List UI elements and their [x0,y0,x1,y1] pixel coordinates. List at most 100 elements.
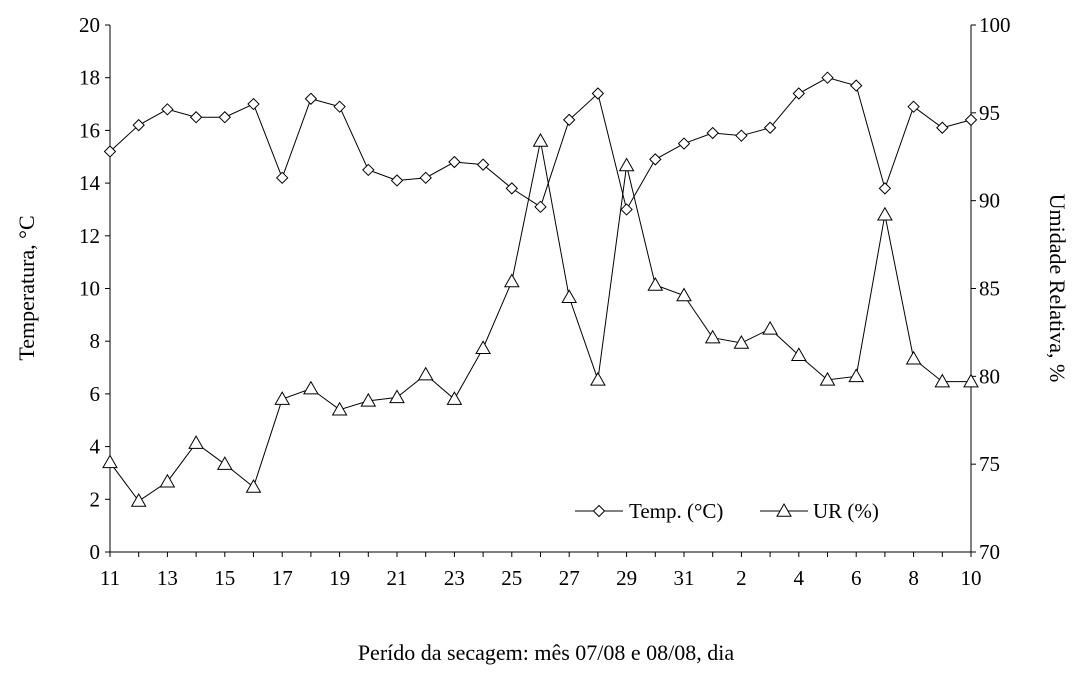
temp-point [792,87,806,100]
ur-point [159,473,176,488]
ur-point [188,435,204,449]
series-temperature [103,71,978,216]
ur-point [733,334,750,349]
legend-diamond-marker [592,504,606,518]
x-tick-label: 6 [851,566,862,590]
temp-point [161,103,174,116]
y-right-tick-label: 85 [979,277,1000,301]
temp-point [103,145,117,158]
ur-point [475,340,491,354]
temp-point [132,118,145,132]
y-left-tick-label: 18 [79,66,100,90]
x-tick-label: 21 [387,566,408,590]
temp-point [448,155,461,169]
y-left-tick-label: 16 [79,118,100,142]
ur-point [360,392,377,407]
y-left-tick-label: 10 [79,277,100,301]
ur-point [303,380,319,395]
temp-point [247,97,260,111]
x-tick-label: 27 [559,566,580,590]
temp-point [189,111,203,124]
ur-point [102,454,118,469]
legend-label: Temp. (°C) [629,499,723,523]
x-tick-label: 4 [794,566,805,590]
y-left-tick-label: 0 [90,540,101,564]
x-tick-label: 19 [329,566,350,590]
ur-point [676,287,692,302]
y-right-tick-label: 80 [979,364,1000,388]
ur-point [245,478,262,493]
y-right-tick-label: 100 [979,13,1011,37]
y-left-tick-label: 8 [90,329,101,353]
ur-point [331,401,348,416]
ur-point [819,371,836,386]
y-right-tick-label: 90 [979,189,1000,213]
y-left-tick-label: 4 [90,435,101,459]
temp-point [649,153,662,166]
temp-point [562,113,576,127]
y-axis-right-title: Umidade Relativa, % [1045,194,1070,383]
temp-point [591,87,605,100]
series-line [109,140,971,502]
ur-point [934,373,951,388]
temp-point [706,126,719,140]
temp-point [878,182,892,195]
x-tick-label: 11 [100,566,120,590]
temp-point [907,100,920,113]
legend-item: Temp. (°C) [575,499,723,523]
temp-point [735,129,748,142]
temp-point [390,174,404,187]
ur-point [963,373,979,388]
temp-point [304,92,318,105]
legend-item: UR (%) [760,499,879,523]
ur-point [446,391,463,405]
x-tick-label: 15 [214,566,235,590]
temp-point [964,113,978,127]
y-left-tick-label: 14 [79,171,101,195]
x-tick-label: 2 [736,566,747,590]
ur-point [704,329,721,344]
y-axis-left-title: Temperatura, °C [14,215,39,360]
ur-point [590,371,606,386]
temp-point [362,163,375,177]
temp-point [534,200,547,214]
x-tick-label: 17 [272,566,293,590]
ur-point [905,350,922,365]
y-right-tick-label: 70 [979,540,1000,564]
temp-point [419,171,432,185]
temp-point [218,111,232,124]
temp-point [275,171,289,185]
temp-point [333,100,346,113]
x-tick-label: 8 [908,566,919,590]
ur-point [877,206,893,221]
ur-point [647,276,664,291]
ur-point [790,347,807,362]
y-right-tick-label: 95 [979,101,1000,125]
ur-point [561,289,578,304]
legend-triangle-marker [776,502,792,517]
temp-point [620,203,633,216]
temp-point [821,71,834,84]
ur-point [618,157,635,172]
x-tick-label: 10 [961,566,982,590]
series-layer [102,71,979,507]
temp-point [476,158,490,171]
ur-point [762,320,778,335]
x-tick-label: 25 [501,566,522,590]
axes: 0 2 4 6 8 10 12 14 16 18 20 70 75 80 85 90 95 100 11 13 15 17… [79,13,1011,590]
temp-point [763,121,777,134]
legend: Temp. (°C) UR (%) [575,499,879,523]
temp-point [936,121,949,134]
x-axis-title: Perído da secagem: mês 07/08 e 08/08, di… [358,640,735,665]
x-tick-label: 31 [674,566,695,590]
ur-point [417,366,434,381]
ur-point [274,391,291,405]
legend-label: UR (%) [813,499,879,523]
y-left-tick-label: 20 [79,13,100,37]
ur-point [389,389,405,404]
y-right-tick-label: 75 [979,452,1000,476]
ur-point [216,456,233,470]
x-tick-label: 29 [616,566,637,590]
